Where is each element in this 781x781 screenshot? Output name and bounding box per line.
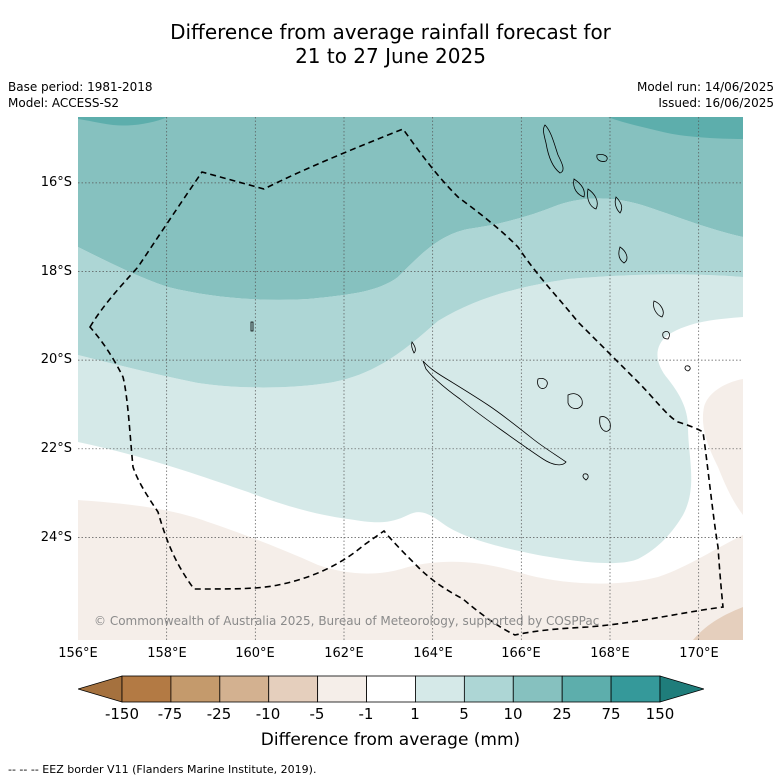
island-vanuatu-3: [573, 178, 585, 198]
colorbar-tick-label: -25: [206, 705, 232, 723]
island-small-1: [250, 321, 254, 332]
ytick-label: 24°S: [40, 530, 72, 545]
colorbar-swatch: [317, 675, 367, 703]
base-period-text: Base period: 1981-2018: [8, 80, 153, 94]
band-minus5-to-minus10: [693, 607, 743, 640]
colorbar-extend-low: [78, 675, 123, 703]
colorbar-tick-label: -150: [104, 705, 140, 723]
colorbar-swatch: [366, 675, 416, 703]
eez-border: [89, 128, 724, 636]
band-10-to-25: [78, 117, 743, 300]
colorbar-tick-label: 1: [410, 705, 420, 723]
xtick-label: 170°E: [679, 646, 719, 661]
ytick-label: 20°S: [40, 352, 72, 367]
colorbar-swatch: [610, 675, 661, 703]
colorbar-tick-label: 150: [645, 705, 675, 723]
xtick-label: 162°E: [324, 646, 364, 661]
colorbar-tick-label: -10: [255, 705, 281, 723]
island-loyalty-3: [599, 416, 611, 432]
copyright-text: © Commonwealth of Australia 2025, Bureau…: [94, 614, 600, 628]
colorbar-swatch: [219, 675, 270, 703]
island-vanuatu-7: [653, 300, 664, 318]
colorbar-extend-high: [659, 675, 704, 703]
ytick-label: 16°S: [40, 175, 72, 190]
xtick-label: 166°E: [501, 646, 541, 661]
rainfall-map: [78, 117, 743, 640]
colorbar-tick-label: -5: [309, 705, 325, 723]
colorbar-swatch: [170, 675, 221, 703]
eez-footnote: -- -- -- EEZ border V11 (Flanders Marine…: [8, 763, 317, 776]
xtick-label: 156°E: [58, 646, 98, 661]
colorbar-swatch: [268, 675, 319, 703]
model-run-text: Model run: 14/06/2025: [636, 80, 774, 94]
island-small-5: [582, 473, 589, 481]
colorbar-tick-label: 5: [459, 705, 469, 723]
island-vanuatu-2: [596, 154, 608, 162]
island-vanuatu-6: [618, 246, 628, 264]
ytick-label: 22°S: [40, 441, 72, 456]
island-new-caledonia: [422, 360, 567, 466]
gridlines: [78, 117, 743, 640]
colorbar-swatch: [463, 675, 514, 703]
colorbar-swatch: [561, 675, 612, 703]
island-small-3: [662, 331, 670, 340]
island-vanuatu-1: [543, 124, 564, 174]
band-1-to-5: [78, 274, 743, 564]
colorbar-tick-label: 25: [552, 705, 572, 723]
xtick-label: 160°E: [235, 646, 275, 661]
band-minus1-to-minus5-east: [702, 379, 743, 515]
island-small-4: [684, 365, 691, 372]
band-25-to-75-north: [78, 117, 168, 126]
model-text: Model: ACCESS-S2: [8, 96, 120, 110]
xtick-label: 164°E: [413, 646, 453, 661]
colorbar-tick-label: 75: [601, 705, 621, 723]
ytick-label: 18°S: [40, 264, 72, 279]
meta-right: Model run: 14/06/2025 Issued: 16/06/2025: [637, 79, 774, 111]
band-minus1-to-minus5: [78, 500, 743, 640]
island-loyalty-2: [567, 393, 583, 409]
chart-title-line1: Difference from average rainfall forecas…: [170, 20, 611, 44]
band-25-to-75-northeast: [608, 117, 743, 139]
colorbar-label: Difference from average (mm): [260, 730, 521, 750]
island-loyalty-1: [537, 378, 548, 389]
colorbar-tick-label: -75: [157, 705, 183, 723]
island-vanuatu-5: [614, 196, 623, 214]
issued-text: Issued: 16/06/2025: [658, 96, 774, 110]
band-5-to-10: [78, 198, 743, 388]
colorbar: [78, 675, 704, 703]
meta-left: Base period: 1981-2018 Model: ACCESS-S2: [8, 79, 153, 111]
colorbar-swatch: [121, 675, 172, 703]
colorbar-swatch: [415, 675, 465, 703]
island-small-2: [411, 341, 416, 354]
islands: [250, 124, 691, 481]
chart-title-line2: 21 to 27 June 2025: [295, 44, 486, 68]
colorbar-tick-label: 10: [503, 705, 523, 723]
colorbar-swatch: [512, 675, 563, 703]
xtick-label: 158°E: [147, 646, 187, 661]
colorbar-tick-label: -1: [358, 705, 374, 723]
xtick-label: 168°E: [590, 646, 630, 661]
island-vanuatu-4: [587, 188, 598, 210]
